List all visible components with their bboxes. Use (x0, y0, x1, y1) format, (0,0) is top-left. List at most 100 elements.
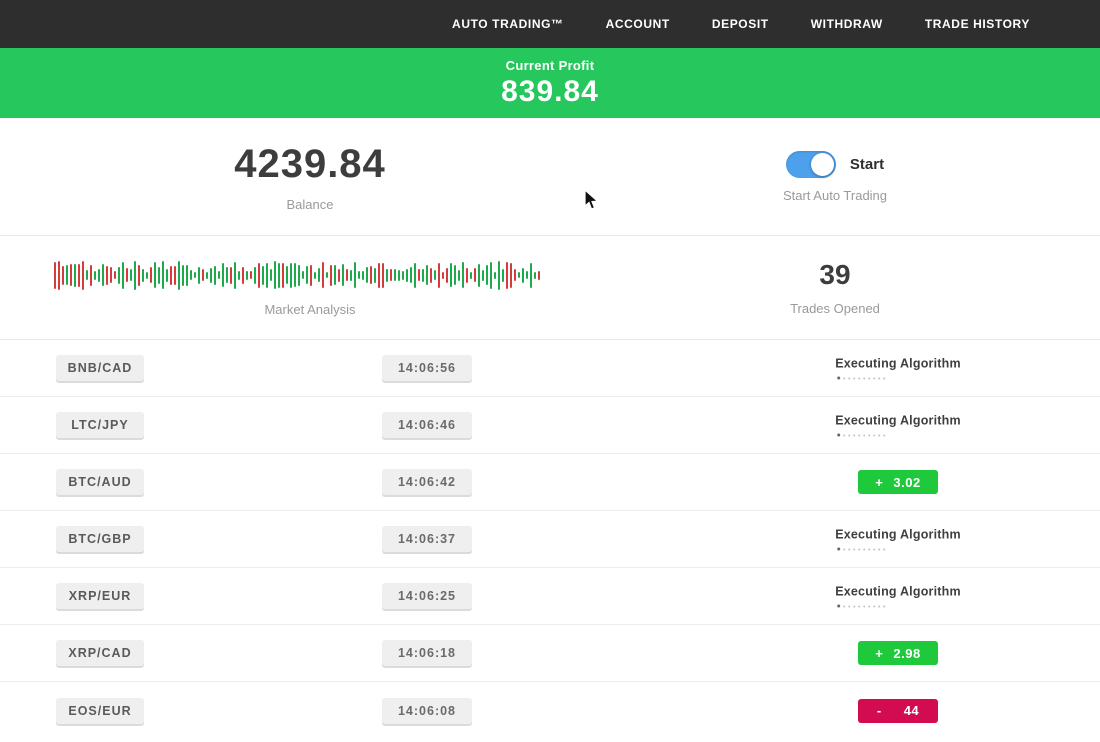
chart-bar (166, 268, 168, 282)
chart-bar (302, 271, 304, 279)
trade-result-badge: +3.02 (858, 470, 938, 494)
chart-bar (198, 266, 200, 284)
trade-status-cell: Executing Algorithm (835, 414, 961, 437)
market-analysis-block: Market Analysis (0, 236, 620, 339)
trade-row: LTC/JPY 14:06:46 Executing Algorithm (0, 397, 1100, 454)
chart-bar (234, 261, 236, 289)
chart-bar (218, 271, 220, 279)
executing-label: Executing Algorithm (835, 584, 961, 599)
result-sign: + (875, 645, 884, 661)
trade-time: 14:06:25 (382, 583, 472, 609)
trade-status-cell: Executing Algorithm (835, 357, 961, 380)
chart-bar (122, 261, 124, 289)
chart-bar (362, 270, 364, 280)
chart-bar (474, 268, 476, 282)
chart-bar (142, 268, 144, 282)
chart-bar (294, 263, 296, 287)
chart-bar (266, 262, 268, 288)
chart-bar (514, 269, 516, 281)
chart-bar (118, 266, 120, 284)
chart-bar (390, 269, 392, 281)
top-nav: AUTO TRADING™ ACCOUNT DEPOSIT WITHDRAW TRADE… (0, 0, 1100, 48)
chart-bar (434, 270, 436, 280)
nav-item-account[interactable]: ACCOUNT (605, 17, 670, 31)
nav-item-trade-history[interactable]: TRADE HISTORY (924, 17, 1030, 31)
trade-time: 14:06:08 (382, 697, 472, 724)
trades-opened-block: 39 Trades Opened (620, 236, 1050, 339)
chart-bar (254, 266, 256, 284)
chart-bar (422, 268, 424, 282)
chart-bar (158, 266, 160, 284)
auto-trading-toggle[interactable] (785, 150, 836, 178)
pair-chip[interactable]: LTC/JPY (56, 412, 144, 438)
trade-status-cell: +3.02 (858, 470, 938, 494)
pair-chip[interactable]: BTC/GBP (56, 526, 144, 552)
chart-bar (494, 271, 496, 279)
chart-bar (138, 264, 140, 286)
toggle-knob (810, 152, 834, 176)
chart-bar (402, 270, 404, 280)
result-sign: - (876, 703, 882, 718)
pair-chip[interactable]: XRP/EUR (56, 583, 144, 609)
trade-time: 14:06:56 (382, 355, 472, 381)
toggle-caption: Start Auto Trading (782, 187, 888, 203)
loading-dots (835, 376, 961, 380)
chart-bar (194, 272, 196, 278)
chart-bar (366, 267, 368, 283)
chart-bar (186, 264, 188, 286)
chart-bar (382, 262, 384, 288)
chart-bar (214, 265, 216, 285)
chart-bar (154, 262, 156, 288)
pair-chip[interactable]: BNB/CAD (56, 355, 144, 381)
chart-bar (398, 269, 400, 281)
chart-bar (178, 260, 180, 290)
chart-bar (306, 266, 308, 284)
trade-row: XRP/CAD 14:06:18 +2.98 (0, 625, 1100, 682)
result-value: 3.02 (893, 474, 921, 490)
chart-bar (334, 265, 336, 285)
executing-label: Executing Algorithm (835, 527, 961, 542)
pair-chip[interactable]: XRP/CAD (56, 640, 144, 666)
chart-bar (222, 263, 224, 287)
trade-result-badge: +2.98 (858, 641, 938, 665)
chart-bar (466, 267, 468, 283)
chart-bar (342, 264, 344, 286)
chart-bar (414, 262, 416, 288)
chart-bar (450, 263, 452, 287)
chart-bar (298, 264, 300, 286)
nav-item-withdraw[interactable]: WITHDRAW (810, 17, 883, 31)
chart-bar (126, 268, 128, 282)
trades-opened-label: Trades Opened (790, 301, 880, 316)
market-analysis-chart (54, 258, 566, 292)
pair-chip[interactable]: BTC/AUD (56, 469, 144, 495)
chart-bar (378, 262, 380, 288)
chart-bar (54, 261, 56, 289)
chart-bar (442, 271, 444, 279)
chart-bar (462, 262, 464, 288)
chart-bar (106, 265, 108, 285)
chart-bar (418, 269, 420, 281)
trade-row: BNB/CAD 14:06:56 Executing Algorithm (0, 340, 1100, 397)
chart-bar (358, 271, 360, 279)
chart-bar (354, 262, 356, 288)
pair-chip[interactable]: EOS/EUR (56, 697, 144, 724)
auto-trading-block: Start Start Auto Trading (620, 118, 1050, 235)
chart-bar (82, 260, 84, 290)
chart-bar (470, 271, 472, 279)
chart-bar (134, 260, 136, 290)
profit-label: Current Profit (505, 58, 595, 73)
trade-row: EOS/EUR 14:06:08 - 44 (0, 682, 1100, 739)
nav-item-deposit[interactable]: DEPOSIT (711, 17, 769, 31)
chart-bar (94, 270, 96, 280)
chart-bar (478, 263, 480, 287)
chart-bar (438, 262, 440, 288)
trade-status-executing: Executing Algorithm (835, 357, 961, 380)
nav-item-auto-trading[interactable]: AUTO TRADING™ (452, 17, 564, 31)
trade-time: 14:06:42 (382, 469, 472, 495)
chart-bar (278, 262, 280, 288)
chart-bar (246, 270, 248, 280)
chart-bar (318, 268, 320, 282)
chart-bar (406, 268, 408, 282)
chart-bar (86, 270, 88, 280)
chart-bar (182, 264, 184, 286)
